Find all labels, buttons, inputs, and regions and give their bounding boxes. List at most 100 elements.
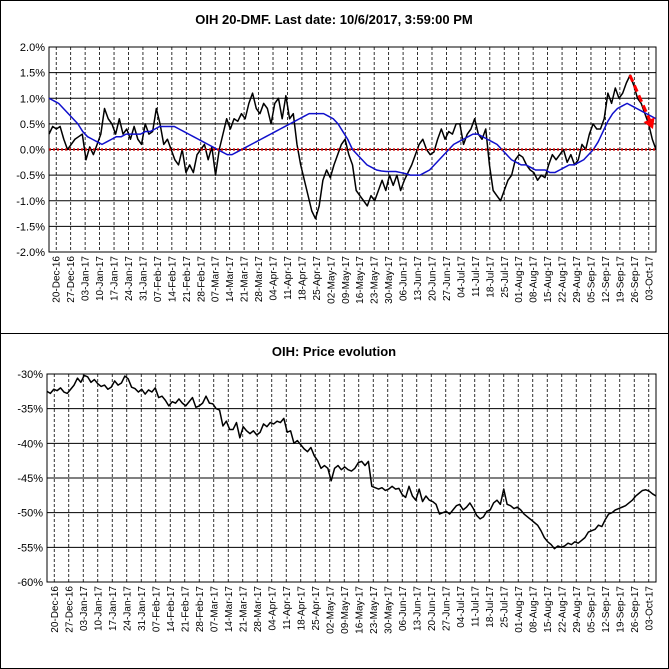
section-divider (0, 333, 669, 334)
c2-x-tick-label: 22-Aug-17 (557, 586, 568, 633)
c1-y-tick-label: -2.0% (16, 247, 45, 259)
c1-trend-arrow-head (643, 117, 655, 129)
chart2-series (46, 374, 657, 550)
c2-x-tick-label: 20-Dec-16 (50, 586, 61, 633)
c1-x-tick-label: 25-Jul-17 (500, 256, 511, 298)
c1-x-tick-label: 17-Jan-17 (110, 256, 121, 301)
c2-x-tick-label: 01-Aug-17 (514, 586, 525, 633)
c2-x-tick-label: 10-Jan-17 (93, 586, 104, 631)
c1-x-tick-label: 11-Jul-17 (471, 256, 482, 297)
c1-x-tick-label: 06-Jun-17 (399, 256, 410, 301)
c1-y-tick-label: -1.5% (16, 221, 45, 233)
c1-x-tick-label: 11-Apr-17 (283, 256, 294, 300)
c1-y-tick-label: 1.0% (20, 93, 45, 105)
c2-x-tick-label: 03-Oct-17 (644, 586, 655, 631)
c2-x-tick-label: 24-Jan-17 (122, 586, 133, 631)
c2-x-tick-label: 29-Aug-17 (572, 586, 583, 633)
c1-trend-arrow (628, 74, 653, 124)
c2-x-tick-label: 09-May-17 (340, 586, 351, 634)
c2-x-tick-label: 21-Feb-17 (180, 586, 191, 633)
c2-y-tick-label: -40% (17, 438, 43, 450)
c1-x-tick-label: 19-Sep-17 (615, 256, 626, 303)
c1-x-tick-label: 12-Sep-17 (601, 256, 612, 303)
c1-x-tick-label: 18-Apr-17 (297, 256, 308, 301)
c1-x-tick-label: 29-Aug-17 (572, 256, 583, 303)
c1-x-tick-label: 10-Jan-17 (95, 256, 106, 301)
c1-y-tick-label: -1.0% (16, 196, 45, 208)
c2-x-tick-label: 25-Jul-17 (499, 586, 510, 628)
c1-x-tick-label: 03-Oct-17 (644, 256, 655, 301)
c1-x-tick-label: 23-May-17 (370, 256, 381, 304)
c1-x-tick-label: 25-Apr-17 (312, 256, 323, 301)
c1-x-tick-label: 07-Mar-17 (211, 256, 222, 303)
chart1-x-tick-labels: 20-Dec-16 27-Dec-16 03-Jan-17 10-Jan-17 17-J… (52, 256, 656, 304)
chart1-y-tick-labels: 2.0% 1.5% 1.0% 0.5% 0.0% -0.5% -1.0% -1.5% -2.0% (16, 42, 45, 259)
c2-x-tick-label: 19-Sep-17 (615, 586, 626, 633)
c1-x-tick-label: 04-Jul-17 (456, 256, 467, 298)
c1-y-tick-label: 0.0% (20, 145, 45, 157)
chart1-title: OIH 20-DMF. Last date: 10/6/2017, 3:59:0… (195, 12, 472, 27)
c2-x-tick-label: 04-Apr-17 (267, 586, 278, 631)
c2-x-tick-label: 14-Mar-17 (224, 586, 235, 633)
c1-series-line-0 (48, 74, 657, 220)
c1-x-tick-label: 01-Aug-17 (514, 256, 525, 303)
chart2-grid (46, 373, 657, 583)
c2-y-tick-label: -45% (17, 473, 43, 485)
c2-x-tick-label: 12-Sep-17 (601, 586, 612, 633)
c2-x-tick-label: 31-Jan-17 (137, 586, 148, 631)
c1-x-tick-label: 26-Sep-17 (630, 256, 641, 303)
c1-x-tick-label: 27-Dec-16 (66, 256, 77, 303)
c2-x-tick-label: 18-Apr-17 (296, 586, 307, 631)
c1-x-tick-label: 27-Jun-17 (442, 256, 453, 301)
c1-x-tick-label: 30-May-17 (384, 256, 395, 304)
c2-x-tick-label: 26-Sep-17 (630, 586, 641, 633)
c1-y-tick-label: -0.5% (16, 170, 45, 182)
c2-x-tick-label: 06-Jun-17 (398, 586, 409, 631)
c1-x-tick-label: 03-Jan-17 (81, 256, 92, 301)
c1-series-line-1 (48, 97, 657, 176)
dmf-chart: OIH 20-DMF. Last date: 10/6/2017, 3:59:0… (16, 12, 657, 304)
c2-x-tick-label: 28-Mar-17 (253, 586, 264, 633)
c2-y-tick-label: -30% (17, 369, 43, 381)
price-evolution-chart: OIH: Price evolution -30% -35% -40% -45% -50… (17, 344, 657, 634)
c1-x-tick-label: 24-Jan-17 (124, 256, 135, 301)
c2-series-line-0 (46, 374, 657, 550)
c2-x-tick-label: 07-Mar-17 (209, 586, 220, 633)
c1-x-tick-label: 31-Jan-17 (138, 256, 149, 301)
c1-x-tick-label: 04-Apr-17 (269, 256, 280, 301)
chart1-series (48, 74, 657, 220)
c1-y-tick-label: 0.5% (20, 119, 45, 131)
c2-x-tick-label: 11-Jul-17 (470, 586, 481, 627)
c2-x-tick-label: 16-May-17 (354, 586, 365, 634)
c1-x-tick-label: 08-Aug-17 (529, 256, 540, 303)
c1-x-tick-label: 28-Mar-17 (254, 256, 265, 303)
c1-x-tick-label: 07-Feb-17 (153, 256, 164, 303)
c1-x-tick-label: 05-Sep-17 (586, 256, 597, 303)
c2-x-tick-label: 04-Jul-17 (456, 586, 467, 628)
c2-x-tick-label: 07-Feb-17 (151, 586, 162, 633)
c1-x-tick-label: 28-Feb-17 (196, 256, 207, 303)
c2-x-tick-label: 23-May-17 (369, 586, 380, 634)
c2-x-tick-label: 25-Apr-17 (311, 586, 322, 631)
chart2-title: OIH: Price evolution (272, 344, 396, 359)
c2-x-tick-label: 18-Jul-17 (485, 586, 496, 628)
chart2-y-tick-labels: -30% -35% -40% -45% -50% -55% -60% (17, 369, 43, 589)
c1-x-tick-label: 20-Dec-16 (52, 256, 63, 303)
c2-x-tick-label: 15-Aug-17 (543, 586, 554, 633)
c1-x-tick-label: 13-Jun-17 (413, 256, 424, 301)
c1-x-tick-label: 21-Feb-17 (182, 256, 193, 303)
c2-x-tick-label: 13-Jun-17 (412, 586, 423, 631)
c2-x-tick-label: 27-Jun-17 (441, 586, 452, 631)
c2-x-tick-label: 21-Mar-17 (238, 586, 249, 633)
c2-y-tick-label: -35% (17, 404, 43, 416)
c2-x-tick-label: 02-May-17 (325, 586, 336, 634)
c1-y-tick-label: 2.0% (20, 42, 45, 54)
c1-x-tick-label: 02-May-17 (326, 256, 337, 304)
c2-y-tick-label: -50% (17, 508, 43, 520)
c2-x-tick-label: 30-May-17 (383, 586, 394, 634)
c1-x-tick-label: 14-Feb-17 (167, 256, 178, 303)
c2-x-tick-label: 20-Jun-17 (427, 586, 438, 631)
c1-x-tick-label: 15-Aug-17 (543, 256, 554, 303)
c2-x-tick-label: 17-Jan-17 (108, 586, 119, 631)
